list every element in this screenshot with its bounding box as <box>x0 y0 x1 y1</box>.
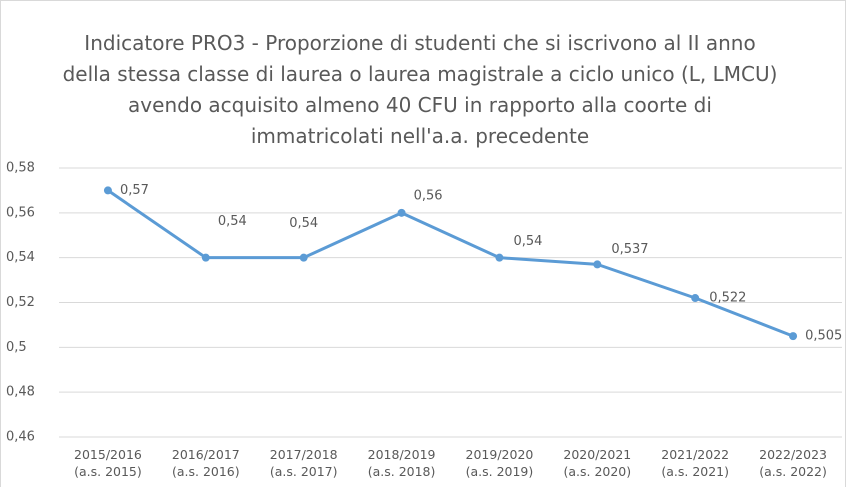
x-tick-label: 2017/2018 (a.s. 2017) <box>269 447 338 479</box>
y-tick-label: 0,46 <box>6 430 35 445</box>
data-label: 0,57 <box>120 183 149 198</box>
data-point <box>691 294 700 303</box>
y-tick-label: 0,48 <box>6 385 35 400</box>
data-point <box>593 260 602 269</box>
x-tick-label: 2020/2021 (a.s. 2020) <box>563 447 632 479</box>
y-tick-label: 0,56 <box>6 205 35 220</box>
y-tick-label: 0,58 <box>6 161 35 176</box>
chart-title: Indicatore PRO3 - Proporzione di student… <box>62 31 778 148</box>
data-label: 0,505 <box>805 329 842 344</box>
y-tick-label: 0,54 <box>6 250 35 265</box>
data-label: 0,56 <box>414 188 443 203</box>
data-label: 0,54 <box>289 216 318 231</box>
data-point <box>299 253 308 262</box>
x-tick-label: 2022/2023 (a.s. 2022) <box>759 447 827 479</box>
data-point <box>495 253 504 262</box>
x-tick-label: 2015/2016 (a.s. 2015) <box>74 447 142 479</box>
data-label: 0,537 <box>611 242 648 257</box>
data-point <box>397 208 406 217</box>
x-tick-label: 2016/2017 (a.s. 2016) <box>171 447 240 479</box>
data-point <box>103 186 112 195</box>
data-point <box>789 332 798 341</box>
y-tick-label: 0,5 <box>6 340 27 355</box>
x-tick-label: 2021/2022 (a.s. 2021) <box>661 447 730 479</box>
y-tick-label: 0,52 <box>6 295 35 310</box>
x-tick-label: 2019/2020 (a.s. 2019) <box>465 447 534 479</box>
data-line <box>107 189 794 338</box>
x-tick-label: 2018/2019 (a.s. 2018) <box>367 447 436 479</box>
data-point <box>201 253 210 262</box>
data-label: 0,54 <box>513 234 542 249</box>
data-label: 0,54 <box>218 214 247 229</box>
data-label: 0,522 <box>709 291 746 306</box>
